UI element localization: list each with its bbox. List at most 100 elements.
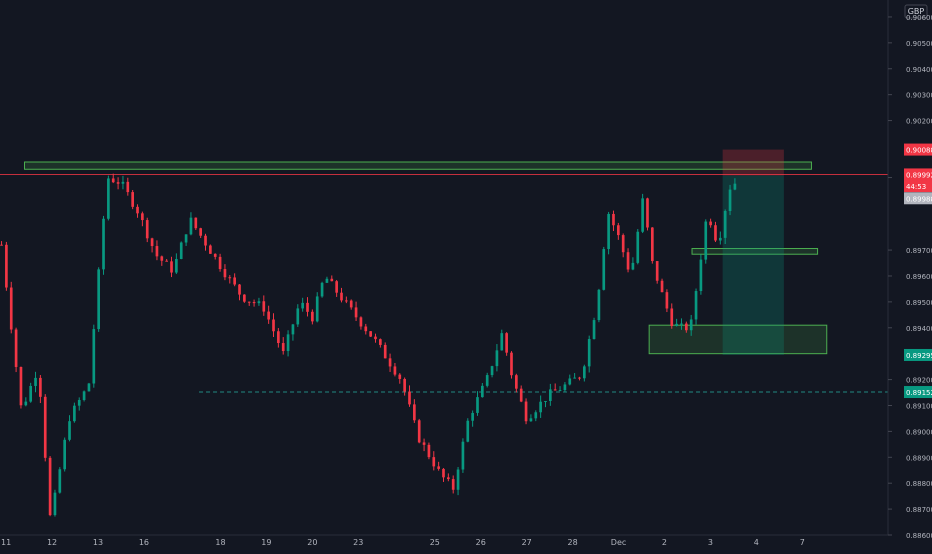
candle-body	[277, 331, 280, 344]
candle-body	[243, 294, 246, 302]
price-badge[interactable]	[904, 192, 932, 205]
stop-loss-zone[interactable]	[722, 149, 784, 176]
candle-body	[97, 269, 101, 330]
candle-body	[364, 326, 368, 332]
candle-body	[111, 178, 115, 183]
time-tick-label: 19	[261, 538, 271, 547]
candle-body	[330, 278, 334, 282]
candle-body	[286, 334, 290, 352]
price-badge-label: 0.89152	[906, 389, 932, 397]
candle-body	[369, 331, 372, 337]
zone-rect[interactable]	[691, 248, 819, 255]
price-badge[interactable]	[904, 180, 932, 193]
candle-body	[684, 323, 688, 331]
candle-body	[204, 235, 207, 246]
candle-body	[733, 183, 737, 190]
candle-body	[218, 256, 222, 270]
price-badge-label: 0.89992	[906, 171, 932, 179]
candle-body	[505, 333, 508, 353]
take-profit-zone[interactable]	[722, 175, 784, 355]
time-tick-label: 4	[754, 538, 759, 547]
candle-body	[694, 291, 698, 320]
candle-body	[199, 228, 202, 236]
candle-body	[306, 302, 309, 312]
candle-body	[155, 246, 159, 257]
candle-body	[165, 260, 168, 262]
candle-body	[549, 389, 552, 402]
time-tick-label: 18	[215, 538, 225, 547]
candle-body	[422, 442, 426, 445]
candle-body	[709, 221, 712, 226]
candle-body	[92, 329, 96, 384]
candle-body	[631, 262, 635, 270]
candle-body	[68, 421, 71, 440]
candle-body	[616, 225, 620, 236]
candle-body	[116, 182, 120, 184]
price-badge-label: 0.89295	[906, 352, 932, 360]
time-tick-label: 12	[47, 538, 57, 547]
candle-body	[247, 301, 251, 303]
time-tick-label: 16	[139, 538, 149, 547]
candle-body	[388, 358, 392, 367]
candle-body	[553, 389, 557, 391]
candle-body	[646, 198, 649, 228]
price-axis-panel[interactable]	[888, 0, 932, 550]
time-tick-label: 3	[708, 538, 713, 547]
candle-body	[238, 284, 241, 295]
price-badge[interactable]	[904, 348, 932, 361]
candle-body	[408, 391, 411, 405]
candle-body	[621, 235, 625, 253]
candle-body	[19, 367, 23, 406]
currency-box[interactable]	[904, 4, 928, 19]
zones-layer	[23, 161, 828, 355]
candle-body	[524, 401, 528, 422]
candle-body	[184, 234, 188, 243]
candle-body	[612, 213, 615, 226]
time-tick-label: 27	[522, 538, 532, 547]
candle-body	[597, 289, 601, 321]
time-tick-label: 28	[568, 538, 578, 547]
candle-body	[354, 307, 358, 318]
candle-body	[257, 301, 261, 304]
candle-body	[461, 441, 465, 470]
candle-body	[141, 213, 144, 221]
candle-body	[349, 300, 353, 308]
currency-label: GBP	[908, 7, 925, 16]
candle-body	[529, 418, 533, 422]
candle-body	[379, 339, 382, 345]
candle-body	[665, 292, 669, 309]
candle-body	[131, 192, 134, 207]
candle-body	[262, 301, 266, 312]
candle-body	[723, 210, 727, 238]
candle-body	[121, 181, 125, 184]
candle-body	[374, 336, 377, 340]
candle-body	[544, 401, 547, 403]
candle-body	[24, 401, 28, 406]
price-badge[interactable]	[904, 386, 932, 399]
zone-rect[interactable]	[648, 324, 828, 355]
time-tick-label: 2	[662, 538, 667, 547]
candle-body	[87, 383, 91, 392]
candle-body	[636, 231, 640, 263]
candle-body	[5, 244, 8, 288]
candle-body	[500, 333, 504, 351]
price-badge[interactable]	[904, 168, 932, 181]
candle-body	[383, 344, 387, 359]
candle-body	[340, 292, 343, 301]
candle-body	[714, 225, 717, 241]
candle-body	[728, 189, 732, 211]
zone-rect[interactable]	[23, 161, 812, 170]
time-tick-label: 23	[353, 538, 363, 547]
time-tick-label: 13	[93, 538, 103, 547]
price-badge[interactable]	[904, 143, 932, 156]
time-tick-label: 25	[430, 538, 440, 547]
